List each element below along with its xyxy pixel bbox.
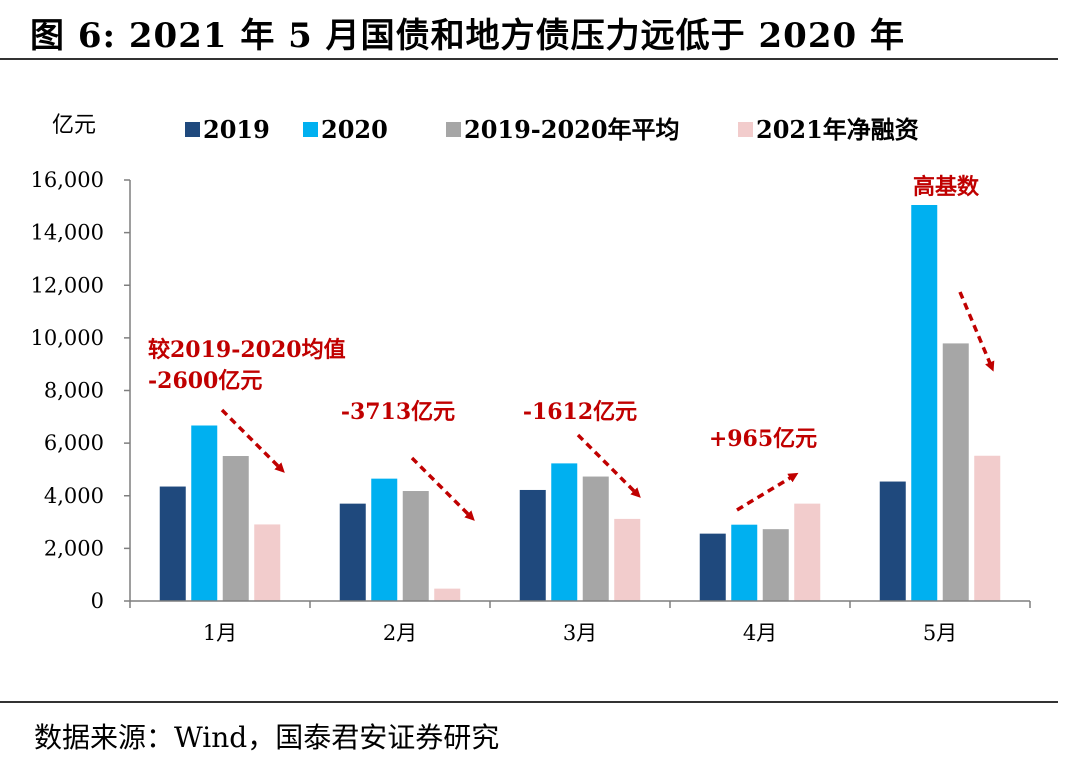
legend-swatch-2: [446, 122, 461, 137]
y-tick-label-8: 16,000: [31, 168, 104, 192]
legend-label-2: 2019-2020年平均: [464, 115, 680, 144]
bar-1-1: [371, 478, 398, 601]
x-tick-label-3: 4月: [743, 621, 777, 645]
legend-swatch-0: [185, 122, 200, 137]
bar-0-2: [222, 456, 249, 601]
bar-2-0: [519, 489, 546, 601]
bar-2-2: [582, 476, 609, 601]
bar-1-0: [339, 503, 366, 601]
annotation-arrow-3: [736, 472, 799, 512]
bar-2-3: [614, 518, 641, 601]
bars: [159, 204, 1001, 601]
annotation-arrow-1: [410, 456, 475, 521]
x-tick-label-0: 1月: [203, 621, 237, 645]
y-tick-label-7: 14,000: [31, 221, 104, 245]
source-note: 数据来源：Wind，国泰君安证券研究: [34, 721, 500, 754]
annotation-arrow-0: [220, 408, 285, 473]
annotation-text-0-1: -2600亿元: [148, 368, 262, 394]
y-tick-label-6: 12,000: [31, 273, 104, 297]
x-tick-label-1: 2月: [383, 621, 417, 645]
legend-label-3: 2021年净融资: [756, 115, 919, 144]
y-tick-label-0: 0: [91, 589, 104, 613]
annotation-arrow-4: [958, 291, 995, 372]
bar-3-2: [762, 529, 789, 601]
y-axis-unit-label: 亿元: [52, 113, 96, 138]
annotation-arrow-2: [576, 433, 641, 498]
bar-1-2: [402, 491, 429, 601]
bar-0-1: [191, 425, 218, 601]
annotation-text-1-0: -3713亿元: [341, 399, 455, 425]
annotation-text-2-0: -1612亿元: [523, 399, 637, 425]
bar-3-0: [699, 533, 726, 601]
y-axis: 0 2,000 4,000 6,000 8,000 10,000 12,000 14,000 1…: [31, 168, 131, 613]
bar-4-0: [879, 481, 906, 601]
x-axis: 1月 2月 3月 4月 5月: [129, 600, 1031, 645]
title-rule: [0, 58, 1058, 60]
legend-swatch-3: [738, 122, 753, 137]
bar-0-0: [159, 486, 186, 601]
y-tick-label-4: 8,000: [44, 379, 104, 403]
annotation-text-0-0: 较2019-2020均值: [148, 337, 346, 363]
annotation-text-4-0: 高基数: [913, 174, 980, 200]
bar-3-1: [731, 524, 758, 601]
x-tick-label-2: 3月: [563, 621, 597, 645]
bar-4-1: [911, 204, 938, 601]
legend-swatch-1: [303, 122, 318, 137]
figure-title: 图 6: 2021 年 5 月国债和地方债压力远低于 2020 年: [30, 16, 905, 56]
legend: 2019 2020 2019-2020年平均 2021年净融资: [185, 115, 919, 144]
bar-2-1: [551, 463, 578, 601]
x-tick-label-4: 5月: [923, 621, 957, 645]
annotation-text-3-0: +965亿元: [709, 426, 817, 452]
bar-chart: 亿元 2019 2020 2019-2020年平均 2021年净融资 0 2,000 4,…: [31, 113, 1031, 645]
bar-3-3: [794, 503, 821, 601]
y-tick-label-3: 6,000: [44, 431, 104, 455]
y-tick-label-1: 2,000: [44, 536, 104, 560]
legend-label-1: 2020: [321, 115, 388, 144]
y-tick-label-2: 4,000: [44, 484, 104, 508]
bar-4-2: [942, 343, 969, 601]
annotations: 较2019-2020均值 -2600亿元 -3713亿元 -1612亿元 +965亿元 高…: [148, 174, 995, 521]
y-tick-label-5: 10,000: [31, 326, 104, 350]
legend-label-0: 2019: [203, 115, 270, 144]
bar-1-3: [434, 588, 461, 601]
bar-0-3: [254, 524, 281, 601]
bar-4-3: [974, 455, 1001, 601]
source-rule: [0, 701, 1058, 703]
